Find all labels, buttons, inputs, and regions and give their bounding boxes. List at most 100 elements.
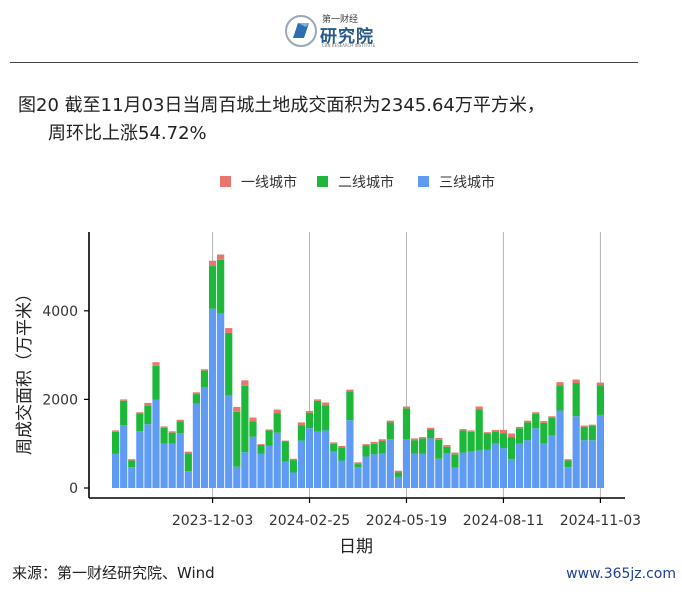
bar-tier3-51 — [524, 440, 532, 488]
x-tick-label-3: 2024-08-11 — [463, 513, 544, 529]
bar-tier2-27 — [330, 443, 338, 452]
bar-tier3-9 — [184, 471, 192, 488]
bar-tier3-54 — [548, 435, 556, 488]
x-tick-label-0: 2023-12-03 — [172, 513, 253, 529]
bar-tier2-35 — [394, 472, 402, 477]
bar-tier2-17 — [249, 421, 257, 437]
bar-tier3-20 — [273, 432, 281, 489]
bar-tier2-32 — [370, 443, 378, 455]
legend-label-0: 一线城市 — [241, 174, 297, 191]
bar-tier1-24 — [305, 410, 314, 413]
bar-tier2-47 — [491, 431, 499, 444]
y-tick-label-2: 4000 — [42, 304, 78, 320]
bar-tier2-14 — [225, 332, 233, 396]
bar-tier2-30 — [354, 464, 362, 468]
bar-tier3-35 — [394, 476, 402, 488]
bar-tier2-55 — [556, 385, 564, 411]
bar-tier3-4 — [144, 424, 152, 488]
legend-label-2: 三线城市 — [439, 174, 495, 191]
bar-tier1-21 — [281, 440, 289, 442]
bar-tier1-59 — [588, 424, 596, 426]
bar-tier3-18 — [257, 453, 265, 488]
bar-tier2-1 — [120, 400, 128, 426]
bar-tier3-21 — [281, 461, 289, 488]
bar-tier1-53 — [540, 421, 548, 423]
bar-tier2-57 — [572, 383, 580, 417]
bar-tier1-3 — [136, 412, 144, 414]
bar-tier1-9 — [184, 451, 192, 454]
figure-title-line1: 图20 截至11月03日当周百城土地成交面积为2345.64万平方米， — [18, 95, 545, 116]
watermark: www.365jz.com — [566, 566, 676, 582]
bar-tier1-49 — [507, 433, 516, 438]
bar-tier3-56 — [564, 467, 572, 488]
bar-tier1-23 — [297, 422, 306, 426]
bar-tier1-0 — [112, 430, 120, 432]
bar-tier1-47 — [491, 429, 499, 432]
bar-tier1-14 — [225, 328, 233, 333]
bar-tier1-22 — [289, 458, 297, 461]
bar-tier1-52 — [532, 412, 540, 415]
bar-tier3-6 — [160, 443, 168, 488]
bar-tier2-16 — [241, 385, 249, 453]
bar-tier3-36 — [402, 439, 411, 488]
bar-tier3-33 — [378, 453, 386, 488]
bar-tier1-16 — [241, 380, 249, 386]
legend-swatch-2 — [418, 176, 429, 187]
bar-tier2-22 — [289, 460, 297, 473]
bar-tier3-8 — [176, 433, 184, 488]
logo-line3: CBN RESEARCH INSTITUTE — [322, 43, 376, 48]
bar-tier2-8 — [176, 421, 184, 434]
bar-tier1-43 — [459, 429, 467, 431]
bar-tier2-48 — [499, 433, 508, 449]
logo-line1: 第一财经 — [322, 15, 359, 25]
bar-tier3-57 — [572, 416, 580, 488]
bar-tier3-5 — [152, 399, 160, 488]
bar-tier1-27 — [330, 442, 338, 444]
bar-tier3-31 — [362, 456, 370, 488]
bar-tier1-4 — [144, 402, 152, 406]
bar-tier2-5 — [152, 365, 160, 400]
bar-tier2-37 — [410, 440, 419, 454]
bar-tier1-10 — [192, 392, 200, 395]
bar-tier2-36 — [402, 408, 411, 440]
bar-tier2-56 — [564, 460, 572, 468]
legend: 一线城市 二线城市 三线城市 — [220, 174, 495, 191]
bar-tier3-60 — [596, 414, 604, 488]
bar-tier2-23 — [297, 425, 306, 441]
bar-tier3-59 — [588, 440, 596, 488]
bar-tier3-28 — [338, 460, 346, 488]
bar-tier1-34 — [386, 420, 394, 423]
bar-tier2-24 — [305, 412, 314, 429]
bar-tier2-20 — [273, 413, 281, 433]
bar-tier3-43 — [459, 452, 467, 488]
bar-tier2-40 — [435, 439, 443, 459]
bar-tier1-46 — [483, 432, 491, 434]
bar-tier1-5 — [152, 362, 160, 366]
bar-tier3-13 — [217, 313, 225, 488]
bar-tier3-1 — [120, 425, 128, 488]
bar-tier3-15 — [233, 466, 241, 488]
bar-tier3-55 — [556, 410, 564, 488]
bar-tier1-50 — [516, 426, 524, 429]
bar-tier1-17 — [249, 417, 257, 422]
bar-tier2-3 — [136, 413, 144, 432]
bar-tier1-32 — [370, 441, 378, 444]
bar-tier3-12 — [208, 308, 217, 488]
legend-swatch-0 — [220, 176, 231, 187]
bar-tier3-41 — [443, 453, 451, 488]
bar-tier3-50 — [516, 443, 524, 488]
bar-tier2-31 — [362, 445, 370, 457]
bar-tier1-6 — [160, 426, 168, 428]
bar-tier3-53 — [540, 443, 548, 488]
bar-tier3-10 — [192, 403, 200, 488]
bar-tier3-45 — [475, 450, 483, 488]
bar-tier3-23 — [297, 440, 306, 488]
bar-tier1-29 — [346, 389, 354, 392]
bar-tier1-7 — [168, 431, 176, 433]
x-tick-label-2: 2024-05-19 — [366, 513, 447, 529]
bar-tier2-41 — [443, 446, 451, 453]
y-tick-label-1: 2000 — [42, 392, 78, 408]
bar-tier1-2 — [128, 459, 136, 461]
bar-tier1-18 — [257, 444, 265, 446]
